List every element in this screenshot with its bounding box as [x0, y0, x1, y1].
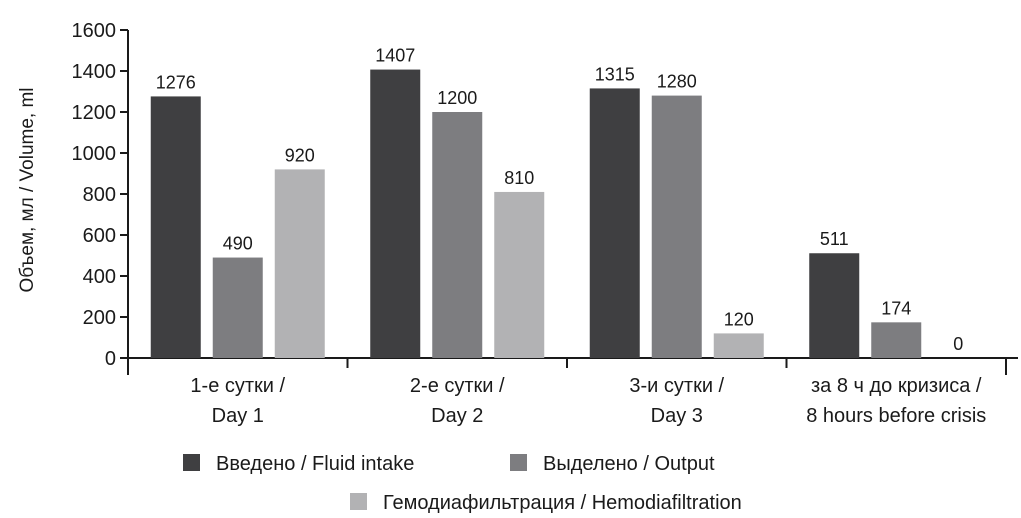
x-tick-label: 1-е сутки /: [190, 375, 285, 397]
legend-label: Гемодиафильтрация / Hemodiafiltration: [383, 492, 742, 514]
bar: [370, 69, 421, 358]
legend-swatch: [350, 493, 367, 510]
bar: [150, 96, 201, 359]
bar: [589, 88, 640, 359]
x-tick-label: 2-е сутки /: [410, 375, 505, 397]
y-tick-label: 600: [83, 225, 116, 247]
legend-label: Выделено / Output: [543, 453, 715, 475]
data-label: 920: [285, 145, 315, 165]
legend-label: Введено / Fluid intake: [216, 453, 414, 475]
bar: [651, 95, 702, 358]
data-label: 0: [953, 334, 963, 354]
legend-swatch: [510, 454, 527, 471]
x-tick-label: 3-и сутки /: [629, 375, 724, 397]
y-tick-label: 200: [83, 307, 116, 329]
data-label: 1276: [156, 72, 196, 92]
y-tick-label: 1600: [72, 20, 117, 42]
x-tick-label: Day 3: [651, 405, 703, 427]
x-tick-label: Day 2: [431, 405, 483, 427]
data-label: 810: [504, 168, 534, 188]
y-tick-label: 1000: [72, 143, 117, 165]
y-tick-label: 400: [83, 266, 116, 288]
bar: [274, 169, 325, 358]
bar: [494, 191, 545, 358]
data-label: 1280: [657, 72, 697, 92]
y-tick-label: 0: [105, 348, 116, 370]
data-label: 1407: [375, 46, 415, 66]
y-tick-label: 1400: [72, 61, 117, 83]
data-label: 174: [881, 298, 911, 318]
data-label: 1200: [437, 88, 477, 108]
x-tick-label: за 8 ч до кризиса /: [811, 375, 982, 397]
y-tick-label: 800: [83, 184, 116, 206]
bar: [713, 333, 764, 358]
bar: [809, 253, 860, 358]
data-label: 490: [223, 234, 253, 254]
bar: [432, 112, 483, 358]
y-tick-label: 1200: [72, 102, 117, 124]
bar: [871, 322, 922, 358]
y-axis-label: Объем, мл / Volume, ml: [17, 87, 38, 292]
x-tick-label: 8 hours before crisis: [806, 405, 986, 427]
data-label: 511: [820, 229, 849, 249]
data-label: 1315: [595, 64, 635, 84]
x-tick-label: Day 1: [212, 405, 264, 427]
legend-swatch: [183, 454, 200, 471]
bar: [212, 257, 263, 358]
data-label: 120: [724, 309, 754, 329]
